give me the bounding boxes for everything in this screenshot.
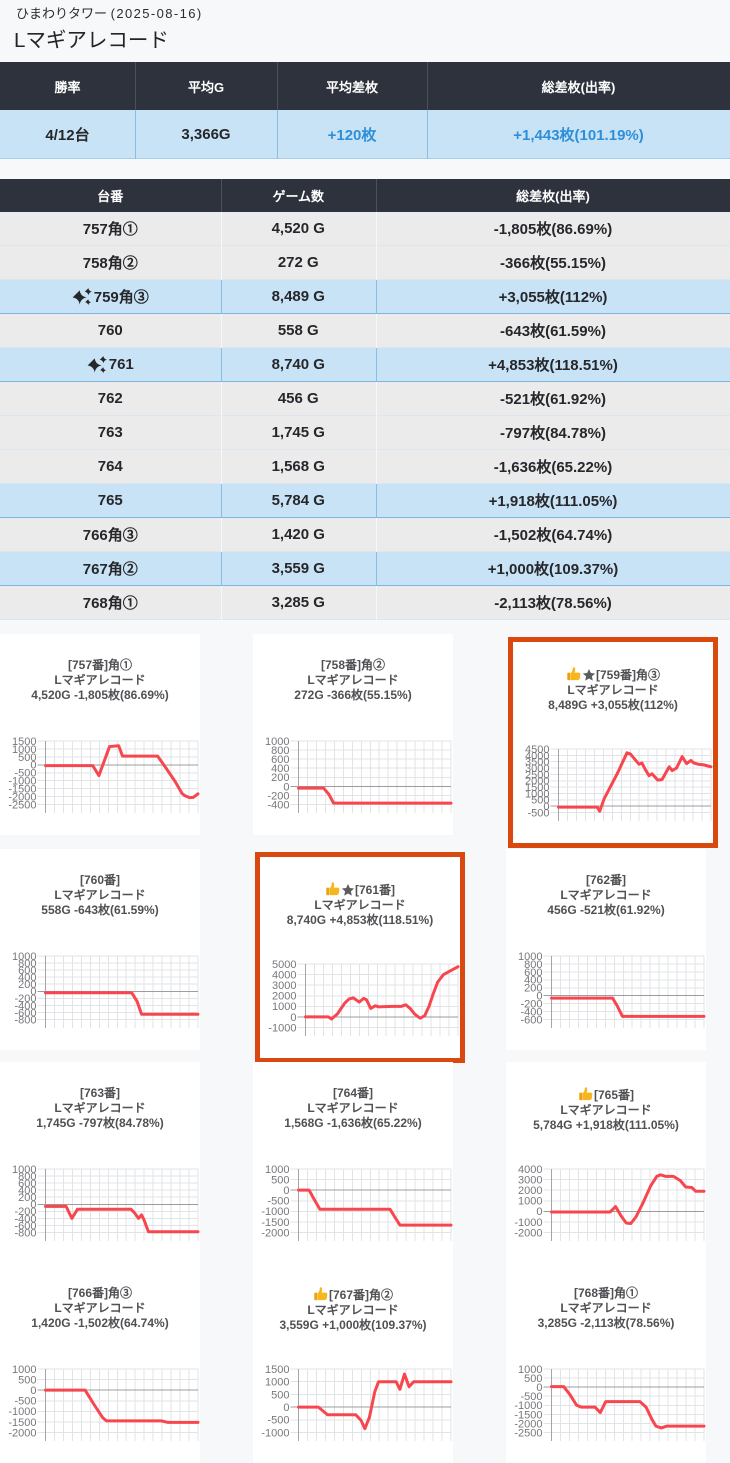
svg-text:0: 0 (290, 1012, 296, 1024)
svg-text:1000: 1000 (272, 1001, 296, 1013)
svg-text:4000: 4000 (518, 1164, 542, 1176)
svg-text:0: 0 (30, 1199, 36, 1211)
svg-text:1500: 1500 (525, 782, 549, 794)
svg-text:600: 600 (18, 965, 36, 977)
svg-text:4000: 4000 (272, 969, 296, 981)
svg-text:-600: -600 (14, 1220, 36, 1232)
svg-text:800: 800 (271, 745, 289, 757)
svg-text:0: 0 (30, 986, 36, 998)
svg-text:600: 600 (271, 754, 289, 766)
svg-text:-400: -400 (14, 1000, 36, 1012)
svg-text:1000: 1000 (265, 1164, 289, 1176)
svg-text:-400: -400 (267, 799, 289, 811)
svg-text:400: 400 (18, 1185, 36, 1197)
svg-text:500: 500 (271, 1174, 289, 1186)
svg-text:-1000: -1000 (514, 1400, 542, 1412)
svg-text:2000: 2000 (518, 1185, 542, 1197)
svg-text:600: 600 (524, 967, 542, 979)
svg-text:2000: 2000 (272, 991, 296, 1003)
svg-text:2000: 2000 (525, 776, 549, 788)
svg-text:-2000: -2000 (514, 1227, 542, 1239)
svg-text:3500: 3500 (525, 757, 549, 769)
svg-text:0: 0 (283, 1185, 289, 1197)
svg-text:-2500: -2500 (8, 799, 36, 811)
svg-text:-1000: -1000 (268, 1022, 296, 1034)
svg-text:-2000: -2000 (514, 1418, 542, 1430)
svg-text:-2500: -2500 (514, 1427, 542, 1439)
svg-text:4000: 4000 (525, 750, 549, 762)
svg-text:0: 0 (30, 1385, 36, 1397)
svg-text:-2000: -2000 (8, 791, 36, 803)
svg-text:-2000: -2000 (8, 1427, 36, 1439)
svg-text:-200: -200 (267, 790, 289, 802)
svg-text:0: 0 (283, 781, 289, 793)
svg-text:1000: 1000 (265, 736, 289, 748)
svg-text:-200: -200 (14, 1206, 36, 1218)
svg-text:-600: -600 (14, 1007, 36, 1019)
svg-text:1500: 1500 (12, 736, 36, 748)
svg-text:-1000: -1000 (261, 1427, 289, 1439)
svg-text:400: 400 (18, 972, 36, 984)
svg-text:3000: 3000 (272, 980, 296, 992)
svg-text:1000: 1000 (518, 1196, 542, 1208)
svg-text:800: 800 (524, 959, 542, 971)
svg-text:-1500: -1500 (514, 1409, 542, 1421)
svg-text:-1500: -1500 (8, 1417, 36, 1429)
svg-text:200: 200 (18, 979, 36, 991)
svg-text:1500: 1500 (265, 1364, 289, 1376)
svg-text:-600: -600 (520, 1014, 542, 1026)
svg-text:600: 600 (18, 1178, 36, 1190)
svg-text:-400: -400 (14, 1213, 36, 1225)
svg-text:-500: -500 (267, 1415, 289, 1427)
svg-text:-1000: -1000 (514, 1217, 542, 1229)
svg-text:-800: -800 (14, 1014, 36, 1026)
svg-text:3000: 3000 (525, 763, 549, 775)
svg-text:800: 800 (18, 1171, 36, 1183)
svg-text:-200: -200 (14, 993, 36, 1005)
svg-text:500: 500 (18, 752, 36, 764)
svg-text:1000: 1000 (518, 951, 542, 963)
svg-text:0: 0 (536, 1206, 542, 1218)
svg-text:3000: 3000 (518, 1174, 542, 1186)
svg-text:-500: -500 (14, 768, 36, 780)
svg-text:-200: -200 (520, 999, 542, 1011)
svg-text:1000: 1000 (12, 951, 36, 963)
svg-text:-1000: -1000 (8, 776, 36, 788)
svg-text:5000: 5000 (272, 959, 296, 971)
svg-text:200: 200 (18, 1192, 36, 1204)
svg-text:500: 500 (271, 1389, 289, 1401)
svg-text:-500: -500 (527, 807, 549, 819)
svg-text:1000: 1000 (12, 1364, 36, 1376)
svg-text:1000: 1000 (525, 788, 549, 800)
svg-text:-500: -500 (14, 1396, 36, 1408)
svg-text:400: 400 (271, 763, 289, 775)
svg-text:800: 800 (18, 958, 36, 970)
svg-text:200: 200 (524, 983, 542, 995)
svg-text:500: 500 (18, 1374, 36, 1386)
svg-text:500: 500 (531, 795, 549, 807)
svg-text:-1000: -1000 (261, 1206, 289, 1218)
svg-text:1000: 1000 (12, 744, 36, 756)
svg-text:-2000: -2000 (261, 1227, 289, 1239)
svg-text:400: 400 (524, 975, 542, 987)
svg-text:4500: 4500 (525, 744, 549, 756)
svg-text:0: 0 (30, 760, 36, 772)
svg-text:-1500: -1500 (8, 784, 36, 796)
svg-text:1000: 1000 (12, 1164, 36, 1176)
svg-text:-1500: -1500 (261, 1217, 289, 1229)
svg-text:0: 0 (536, 1382, 542, 1394)
svg-text:-1000: -1000 (8, 1406, 36, 1418)
svg-text:-800: -800 (14, 1227, 36, 1239)
svg-text:-500: -500 (267, 1196, 289, 1208)
svg-text:500: 500 (524, 1373, 542, 1385)
svg-text:0: 0 (543, 801, 549, 813)
svg-text:0: 0 (283, 1402, 289, 1414)
svg-text:1000: 1000 (518, 1364, 542, 1376)
svg-text:0: 0 (536, 991, 542, 1003)
svg-text:-500: -500 (520, 1391, 542, 1403)
svg-text:200: 200 (271, 772, 289, 784)
svg-text:1000: 1000 (265, 1377, 289, 1389)
svg-text:2500: 2500 (525, 769, 549, 781)
svg-text:-400: -400 (520, 1006, 542, 1018)
